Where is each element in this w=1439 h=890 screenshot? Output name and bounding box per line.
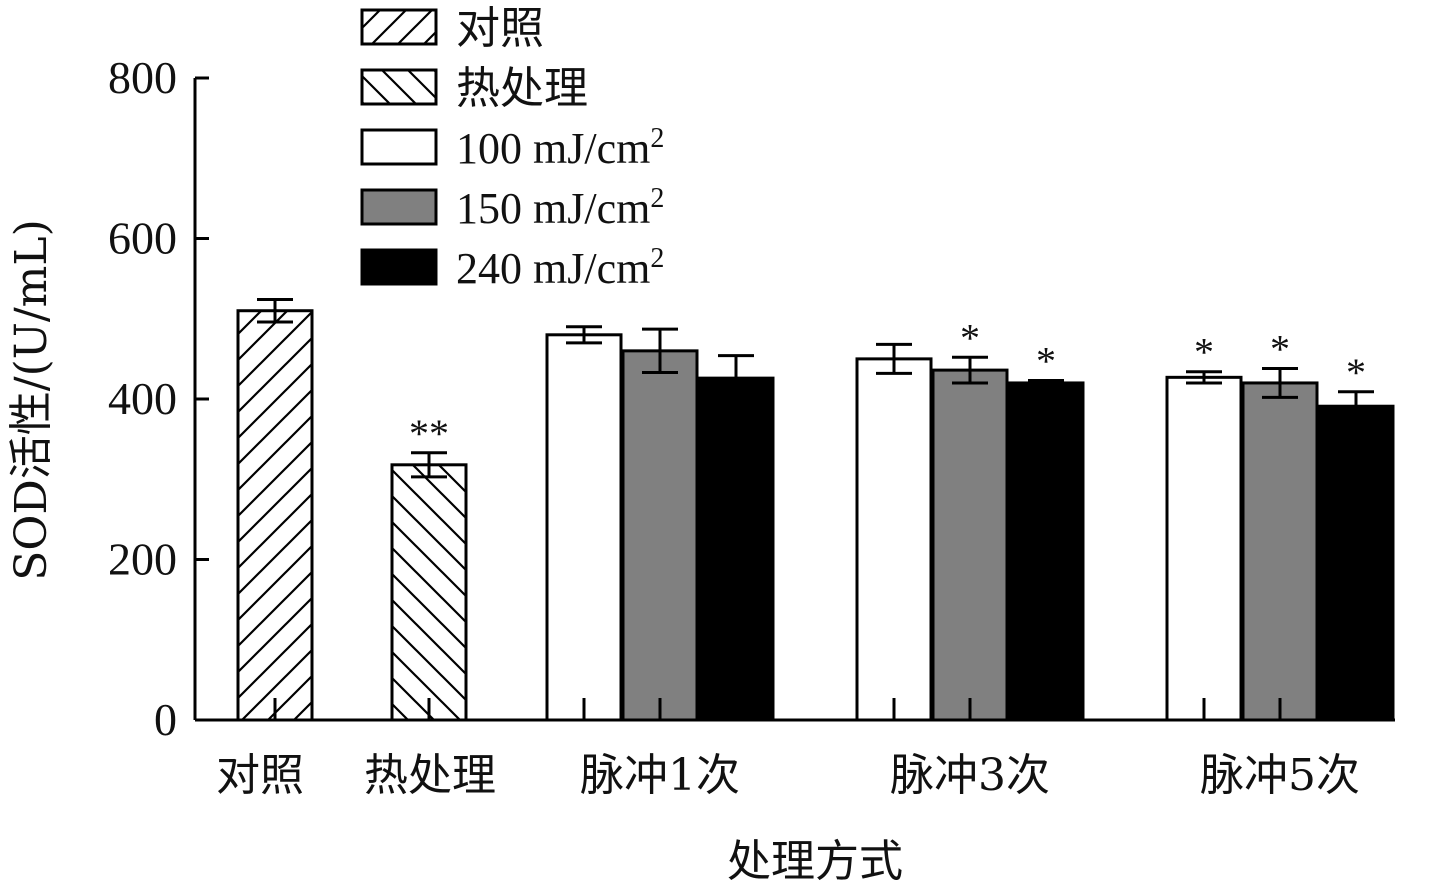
x-axis-title: 处理方式 [727,836,903,887]
legend-item: 对照 [360,4,544,53]
bar-group [697,354,775,722]
bar-group: * [1165,330,1243,722]
legend-item: 100 mJ/cm2 [360,123,664,173]
legend-label-superscript: 2 [650,183,664,214]
x-axis: 对照 热处理 脉冲1次 脉冲3次 脉冲5次 [195,718,1395,801]
legend-label: 100 mJ/cm2 [456,123,664,173]
bar [1007,381,1085,722]
bar [545,333,623,722]
legend-label: 150 mJ/cm2 [456,183,664,233]
y-axis-title: SOD活性/(U/mL) [6,219,57,581]
bar [697,376,775,722]
significance-marker: * [1346,350,1366,395]
bar-group [855,342,933,722]
bar-group: * [1241,327,1319,722]
x-tick-label: 脉冲5次 [1200,750,1360,801]
significance-marker: * [1036,339,1056,384]
y-tick-label: 400 [108,373,177,424]
x-tick-label: 脉冲1次 [580,750,740,801]
significance-marker: * [1194,330,1214,375]
legend-swatch [360,8,438,46]
significance-marker: * [960,315,980,360]
bar-group [621,327,699,722]
legend-item: 240 mJ/cm2 [360,243,664,293]
x-tick-label: 脉冲3次 [890,750,1050,801]
legend-label-superscript: 2 [650,123,664,154]
bar [390,463,468,722]
x-tick-label: 热处理 [364,750,496,801]
bar [1317,404,1395,722]
legend-label: 240 mJ/cm2 [456,243,664,293]
bar [236,309,314,722]
bar-group [545,325,623,722]
legend-swatch [360,248,438,286]
legend-item: 热处理 [360,64,588,113]
y-tick-label: 800 [108,52,177,103]
legend-label: 热处理 [456,64,588,113]
bar [1165,375,1243,722]
legend-swatch [360,188,438,226]
y-tick-label: 200 [108,534,177,585]
legend-swatch [360,128,438,166]
y-axis: 0 200 400 600 800 [108,52,209,745]
legend-item: 150 mJ/cm2 [360,183,664,233]
bar [621,349,699,722]
bar-group: * [1317,350,1395,722]
legend-label: 对照 [456,4,544,53]
bar-group [236,297,314,722]
legend-label-superscript: 2 [650,243,664,274]
x-tick-label: 对照 [216,750,304,801]
y-tick-label: 0 [154,694,177,745]
legend-swatch [360,68,438,106]
significance-marker: ** [409,411,449,456]
bar-group: ** [390,411,468,722]
bars: **** * ** [236,297,1395,722]
significance-marker: * [1270,327,1290,372]
bar [855,357,933,722]
bar-group: * [931,315,1009,722]
bar [1241,381,1319,722]
bar [931,368,1009,722]
y-tick-label: 600 [108,213,177,264]
bar-group: * [1007,339,1085,722]
